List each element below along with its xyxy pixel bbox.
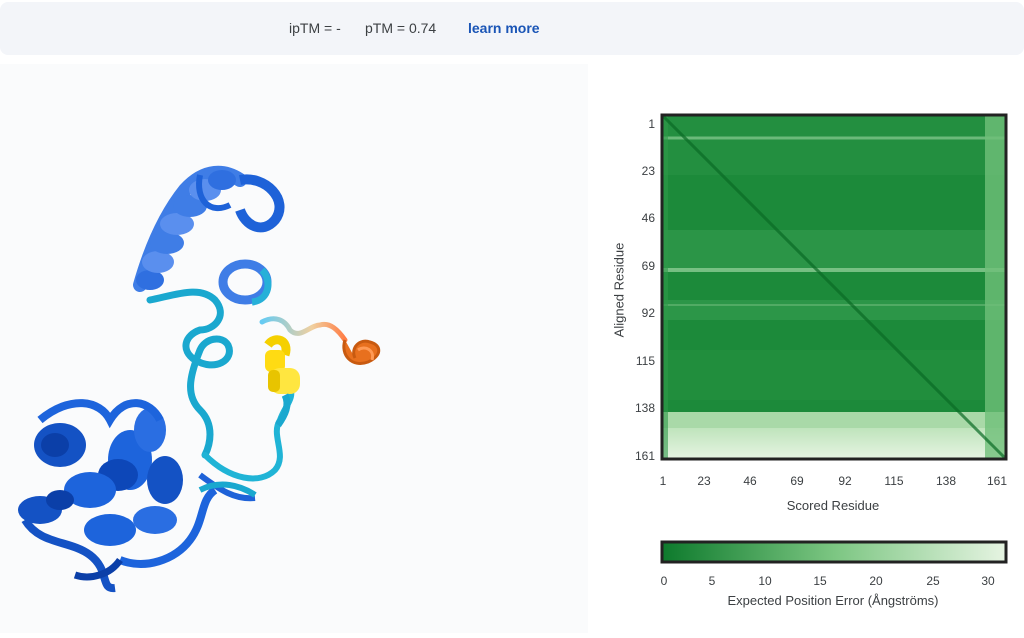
y-tick: 69 xyxy=(642,259,656,273)
colorbar-tick: 5 xyxy=(709,574,716,588)
x-tick: 161 xyxy=(987,474,1007,488)
y-tick: 23 xyxy=(642,164,656,178)
y-tick: 92 xyxy=(642,306,656,320)
yellow-helix xyxy=(264,335,300,428)
x-tick: 69 xyxy=(790,474,804,488)
iptm-score: ipTM = - xyxy=(289,20,341,36)
x-axis-label: Scored Residue xyxy=(786,498,880,513)
colorbar-tick: 30 xyxy=(981,574,995,588)
learn-more-link[interactable]: learn more xyxy=(468,20,540,36)
y-tick: 46 xyxy=(642,211,656,225)
x-tick: 92 xyxy=(838,474,852,488)
colorbar-label: Expected Position Error (Ångströms) xyxy=(727,593,939,608)
protein-structure-render xyxy=(18,165,381,593)
colorbar-tick: 0 xyxy=(661,574,668,588)
structure-viewer[interactable] xyxy=(0,64,588,633)
colorbar-tick: 20 xyxy=(869,574,883,588)
ptm-score: pTM = 0.74 xyxy=(365,20,437,36)
y-tick: 138 xyxy=(635,401,655,415)
disordered-tail xyxy=(259,316,381,365)
small-helix xyxy=(218,259,272,306)
pae-plot[interactable]: 1 23 46 69 92 115 138 161 1 23 46 69 92 … xyxy=(600,100,1024,633)
pae-heatmap xyxy=(660,113,1008,461)
x-axis-ticks: 1 23 46 69 92 115 138 161 xyxy=(660,474,1008,488)
y-tick: 1 xyxy=(648,117,655,131)
x-tick: 138 xyxy=(936,474,956,488)
y-tick: 161 xyxy=(635,449,655,463)
pae-colorbar: 0 5 10 15 20 25 30 xyxy=(660,540,1008,588)
lower-domain xyxy=(18,399,257,593)
y-axis-ticks: 1 23 46 69 92 115 138 161 xyxy=(635,117,655,463)
x-tick: 46 xyxy=(743,474,757,488)
x-tick: 23 xyxy=(697,474,711,488)
x-tick: 115 xyxy=(884,474,903,488)
x-tick: 1 xyxy=(660,474,667,488)
y-tick: 115 xyxy=(636,354,655,368)
upper-helix xyxy=(133,165,285,292)
colorbar-tick: 25 xyxy=(926,574,940,588)
colorbar-tick: 15 xyxy=(813,574,827,588)
confidence-header: ipTM = - pTM = 0.74 learn more xyxy=(0,2,1024,55)
colorbar-tick: 10 xyxy=(758,574,772,588)
